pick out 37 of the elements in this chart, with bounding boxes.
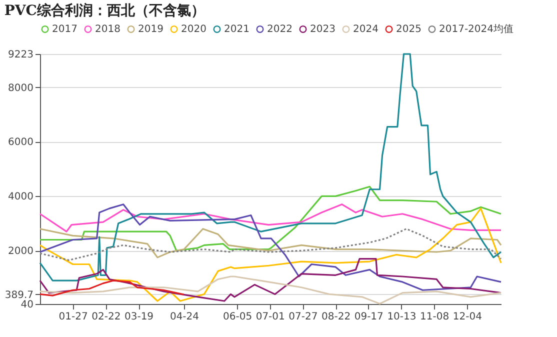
legend-label: 2021 [224, 24, 250, 36]
legend-label: 2024 [353, 24, 378, 36]
legend-label: 2017-2024均值 [439, 23, 514, 36]
line-series [39, 208, 502, 302]
x-tick-label: 12-04 [452, 312, 482, 322]
legend-label: 2019 [138, 24, 164, 36]
y-tick-label: 2000 [8, 246, 34, 258]
legend-label: 2020 [181, 24, 206, 36]
line-series [39, 186, 502, 252]
x-tick-label: 11-08 [420, 312, 450, 322]
y-tick-label: 6000 [8, 137, 34, 148]
chart-title: PVC综合利润：西北（不含氯） [4, 2, 205, 19]
legend-label: 2022 [267, 24, 292, 36]
line-series [39, 258, 502, 302]
y-tick-label: 4000 [8, 192, 34, 203]
y-tick-label: 8000 [8, 82, 34, 94]
x-tick-label: 06-05 [223, 312, 252, 322]
line-series [39, 280, 185, 296]
legend-label: 2017 [52, 24, 78, 36]
x-tick-label: 07-01 [256, 312, 285, 322]
x-tick-label: 02-22 [92, 312, 121, 322]
x-tick-label: 08-22 [322, 312, 351, 322]
x-tick-label: 07-27 [288, 312, 318, 322]
line-series [39, 53, 502, 282]
y-tick-label: 389.7 [4, 290, 34, 301]
y-tick-label: 9223 [8, 50, 34, 60]
legend-label: 2025 [396, 24, 422, 36]
line-series [39, 204, 502, 291]
y-tick-label: 40 [20, 300, 34, 310]
legend-label: 2018 [95, 24, 120, 36]
x-tick-label: 10-13 [387, 312, 416, 322]
line-series [39, 204, 502, 232]
legend-label: 2023 [310, 24, 336, 36]
x-tick-label: 01-27 [58, 312, 88, 322]
x-tick-label: 09-17 [354, 312, 384, 322]
x-tick-label: 04-24 [170, 312, 200, 322]
x-tick-label: 03-19 [124, 312, 154, 322]
